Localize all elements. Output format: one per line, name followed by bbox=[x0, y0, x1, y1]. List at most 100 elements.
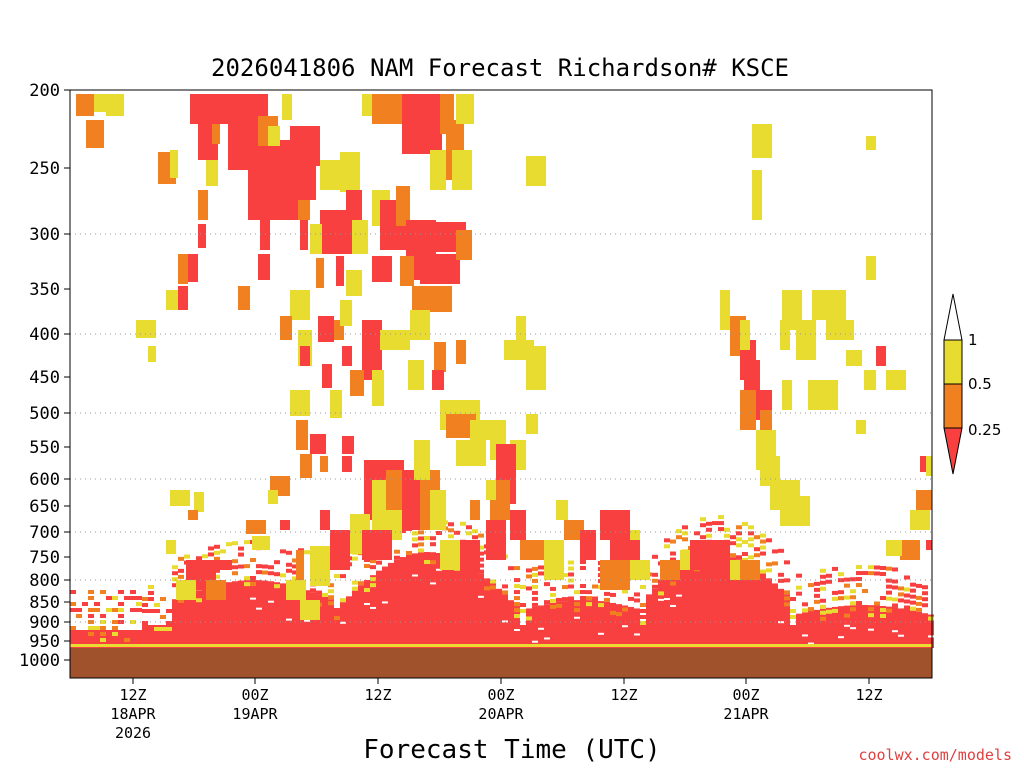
ri-cell bbox=[736, 555, 742, 560]
ri-cell bbox=[904, 593, 910, 598]
ri-cell bbox=[442, 554, 448, 648]
ri-cell bbox=[460, 521, 466, 526]
ri-cell bbox=[586, 596, 592, 601]
ri-cell bbox=[232, 581, 238, 648]
ri-cell bbox=[730, 535, 736, 540]
ri-cell bbox=[372, 94, 402, 124]
ri-cell bbox=[170, 150, 178, 178]
ri-cell bbox=[916, 595, 922, 600]
ri-cell bbox=[402, 470, 422, 530]
ri-cell bbox=[148, 609, 154, 613]
ri-cell bbox=[154, 603, 160, 607]
ri-cell bbox=[772, 561, 778, 566]
ri-cell bbox=[118, 614, 124, 618]
ri-cell bbox=[274, 582, 280, 648]
ri-cell bbox=[892, 603, 898, 608]
ri-cell bbox=[568, 572, 574, 577]
ri-cell bbox=[844, 607, 850, 612]
ri-cell bbox=[436, 552, 442, 648]
ri-cell bbox=[886, 606, 892, 648]
ri-cell bbox=[448, 534, 454, 539]
ri-cell bbox=[340, 602, 346, 648]
ri-cell bbox=[430, 552, 436, 648]
ri-cell bbox=[166, 625, 172, 648]
ri-cell bbox=[838, 636, 844, 639]
ri-cell bbox=[766, 568, 772, 573]
ri-cell bbox=[310, 546, 330, 586]
ri-cell bbox=[226, 582, 232, 648]
ri-cell bbox=[526, 574, 532, 579]
ri-cell bbox=[340, 152, 360, 192]
ri-cell bbox=[414, 440, 430, 480]
ri-cell bbox=[718, 527, 724, 532]
ri-cell bbox=[400, 565, 406, 570]
ri-cell bbox=[850, 605, 856, 648]
ri-cell bbox=[206, 160, 218, 186]
ri-cell bbox=[300, 600, 320, 620]
ri-cell bbox=[862, 605, 868, 648]
ri-cell bbox=[820, 608, 826, 648]
ri-cell bbox=[640, 609, 646, 613]
ri-cell bbox=[622, 613, 628, 618]
ri-cell bbox=[886, 608, 892, 613]
ri-cell bbox=[592, 602, 598, 607]
ri-cell bbox=[538, 571, 544, 576]
ri-cell bbox=[730, 553, 736, 558]
ri-cell bbox=[840, 320, 854, 340]
colorbar-bin-above-1 bbox=[943, 293, 963, 341]
ri-cell bbox=[70, 602, 76, 606]
ri-cell bbox=[136, 630, 142, 648]
ri-cell bbox=[862, 589, 868, 594]
ri-cell bbox=[838, 596, 844, 601]
ri-cell bbox=[568, 566, 574, 571]
ri-cell bbox=[850, 577, 856, 582]
ri-cell bbox=[142, 603, 148, 607]
ri-cell bbox=[334, 616, 340, 621]
ri-cell bbox=[178, 286, 188, 310]
ri-cell bbox=[310, 592, 316, 648]
ri-cell bbox=[496, 596, 502, 601]
ri-cell bbox=[396, 186, 410, 226]
ri-cell bbox=[832, 608, 838, 613]
ri-cell bbox=[586, 600, 592, 648]
ri-cell bbox=[922, 613, 928, 648]
ri-cell bbox=[856, 571, 862, 576]
ri-cell bbox=[406, 554, 412, 648]
ri-cell bbox=[256, 564, 262, 569]
ri-cell bbox=[676, 529, 682, 534]
ri-cell bbox=[706, 555, 712, 648]
ri-cell bbox=[394, 549, 400, 554]
ri-cell bbox=[478, 551, 484, 556]
ri-cell bbox=[424, 560, 430, 565]
ri-cell bbox=[430, 536, 436, 541]
ri-cell bbox=[700, 560, 730, 590]
ri-cell bbox=[478, 573, 484, 648]
x-tick-label: 12Z bbox=[610, 686, 637, 704]
ri-cell bbox=[772, 583, 778, 648]
ri-cell bbox=[564, 520, 584, 540]
ri-cell bbox=[820, 610, 826, 615]
ri-cell bbox=[814, 581, 820, 586]
ri-cell bbox=[176, 580, 196, 600]
ri-cell bbox=[232, 541, 238, 546]
ri-cell bbox=[88, 614, 94, 618]
ri-cell bbox=[484, 586, 490, 591]
ri-cell bbox=[640, 585, 646, 589]
ri-cell bbox=[562, 585, 568, 590]
ri-cell bbox=[664, 580, 670, 585]
ri-cell bbox=[130, 590, 136, 594]
ri-cell bbox=[420, 254, 460, 284]
ri-cell bbox=[550, 602, 556, 648]
ri-cell bbox=[514, 590, 520, 595]
ri-cell bbox=[436, 560, 442, 565]
ri-cell bbox=[550, 604, 556, 609]
ri-cell bbox=[598, 601, 604, 648]
ri-cell bbox=[586, 602, 592, 607]
ri-cell bbox=[604, 601, 610, 648]
ri-cell bbox=[508, 608, 514, 613]
ri-cell bbox=[866, 136, 876, 150]
ri-cell bbox=[832, 566, 838, 571]
ri-cell bbox=[680, 550, 690, 570]
ri-cell bbox=[670, 581, 676, 586]
ri-cell bbox=[856, 420, 866, 434]
